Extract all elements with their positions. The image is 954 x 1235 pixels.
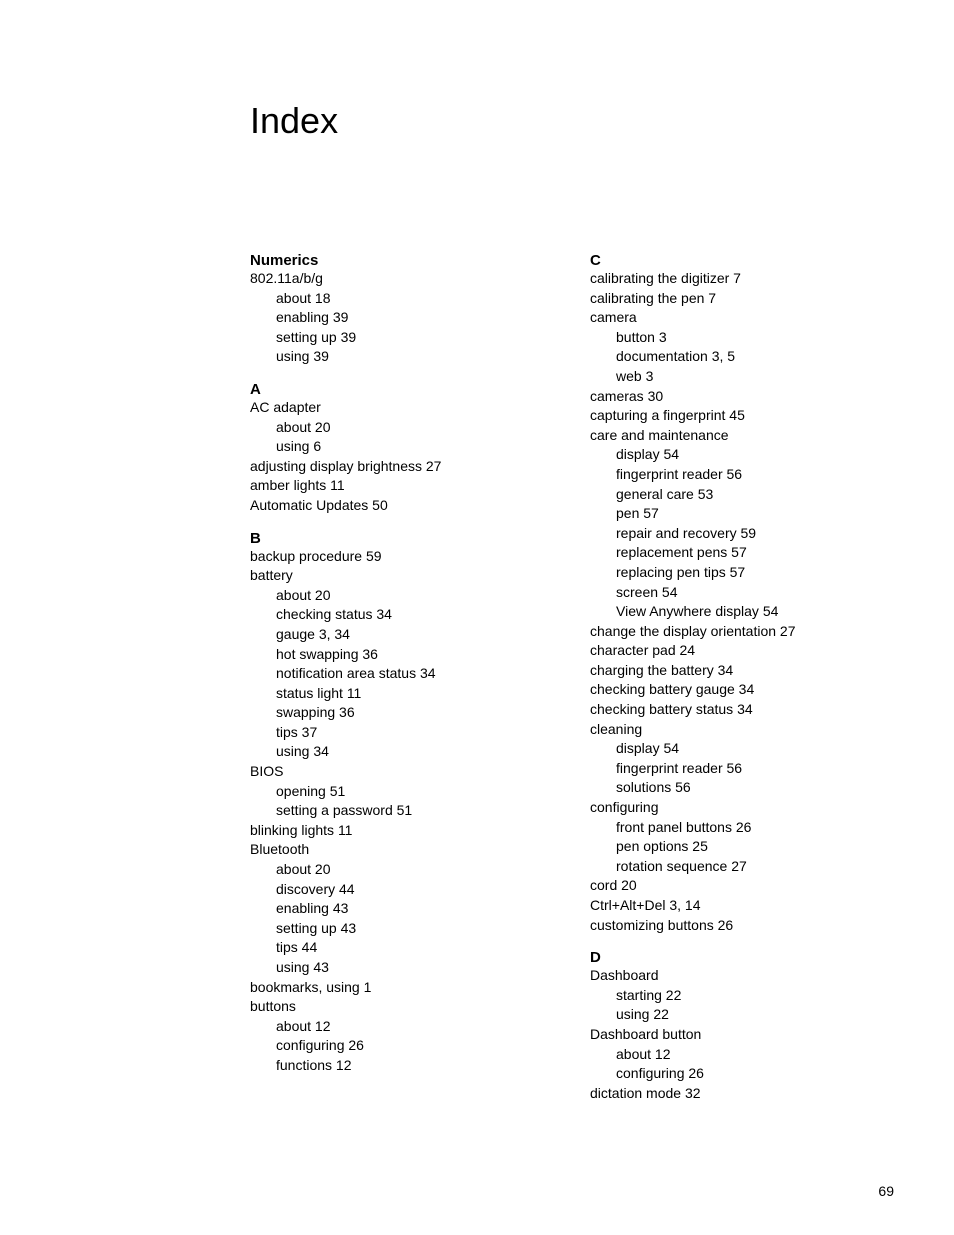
index-entry: change the display orientation 27 [590,622,870,642]
index-entry: charging the battery 34 [590,661,870,681]
index-entry: replacing pen tips 57 [616,563,870,583]
index-entry: about 18 [276,289,530,309]
index-entry: replacement pens 57 [616,543,870,563]
index-entry: buttons [250,997,530,1017]
index-entry: configuring 26 [276,1036,530,1056]
page-title: Index [250,100,894,142]
index-entry: tips 44 [276,938,530,958]
index-entry: adjusting display brightness 27 [250,457,530,477]
index-section-head: C [590,252,870,269]
index-entry: Dashboard button [590,1025,870,1045]
index-entry: swapping 36 [276,703,530,723]
index-entry: View Anywhere display 54 [616,602,870,622]
index-entry: display 54 [616,739,870,759]
index-entry: calibrating the digitizer 7 [590,269,870,289]
index-entry: calibrating the pen 7 [590,289,870,309]
index-entry: using 39 [276,347,530,367]
index-entry: capturing a fingerprint 45 [590,406,870,426]
index-entry: repair and recovery 59 [616,524,870,544]
index-entry: status light 11 [276,684,530,704]
index-entry: button 3 [616,328,870,348]
index-entry: about 20 [276,418,530,438]
index-entry: camera [590,308,870,328]
index-section-head: D [590,949,870,966]
index-entry: configuring 26 [616,1064,870,1084]
index-entry: functions 12 [276,1056,530,1076]
index-entry: front panel buttons 26 [616,818,870,838]
index-entry: using 6 [276,437,530,457]
index-entry: Dashboard [590,966,870,986]
index-entry: about 20 [276,860,530,880]
index-entry: documentation 3, 5 [616,347,870,367]
index-entry: web 3 [616,367,870,387]
index-entry: setting up 43 [276,919,530,939]
index-entry: fingerprint reader 56 [616,465,870,485]
index-entry: blinking lights 11 [250,821,530,841]
index-entry: character pad 24 [590,641,870,661]
index-entry: using 43 [276,958,530,978]
index-columns: Numerics802.11a/b/gabout 18enabling 39se… [250,252,894,1103]
index-section-head: A [250,381,530,398]
index-column: Ccalibrating the digitizer 7calibrating … [590,252,870,1103]
index-entry: checking battery gauge 34 [590,680,870,700]
index-entry: care and maintenance [590,426,870,446]
index-entry: rotation sequence 27 [616,857,870,877]
index-entry: setting up 39 [276,328,530,348]
index-entry: about 12 [276,1017,530,1037]
index-entry: using 34 [276,742,530,762]
index-entry: enabling 39 [276,308,530,328]
index-entry: cleaning [590,720,870,740]
index-entry: BIOS [250,762,530,782]
index-entry: setting a password 51 [276,801,530,821]
index-entry: 802.11a/b/g [250,269,530,289]
index-entry: backup procedure 59 [250,547,530,567]
index-entry: amber lights 11 [250,476,530,496]
index-entry: Automatic Updates 50 [250,496,530,516]
index-entry: configuring [590,798,870,818]
index-section-head: Numerics [250,252,530,269]
index-entry: enabling 43 [276,899,530,919]
index-entry: gauge 3, 34 [276,625,530,645]
index-entry: display 54 [616,445,870,465]
index-entry: about 20 [276,586,530,606]
index-section-head: B [250,530,530,547]
index-entry: customizing buttons 26 [590,916,870,936]
index-entry: cameras 30 [590,387,870,407]
index-entry: cord 20 [590,876,870,896]
index-entry: about 12 [616,1045,870,1065]
index-entry: bookmarks, using 1 [250,978,530,998]
index-entry: Bluetooth [250,840,530,860]
index-entry: pen 57 [616,504,870,524]
index-entry: screen 54 [616,583,870,603]
index-entry: battery [250,566,530,586]
index-entry: AC adapter [250,398,530,418]
index-entry: checking status 34 [276,605,530,625]
index-page: Index Numerics802.11a/b/gabout 18enablin… [0,0,954,1235]
index-column: Numerics802.11a/b/gabout 18enabling 39se… [250,252,530,1103]
index-entry: tips 37 [276,723,530,743]
index-entry: solutions 56 [616,778,870,798]
index-entry: fingerprint reader 56 [616,759,870,779]
index-entry: discovery 44 [276,880,530,900]
index-entry: dictation mode 32 [590,1084,870,1104]
page-number: 69 [878,1183,894,1199]
index-entry: notification area status 34 [276,664,530,684]
index-entry: Ctrl+Alt+Del 3, 14 [590,896,870,916]
index-entry: general care 53 [616,485,870,505]
index-entry: using 22 [616,1005,870,1025]
index-entry: hot swapping 36 [276,645,530,665]
index-entry: starting 22 [616,986,870,1006]
index-entry: pen options 25 [616,837,870,857]
index-entry: opening 51 [276,782,530,802]
index-entry: checking battery status 34 [590,700,870,720]
